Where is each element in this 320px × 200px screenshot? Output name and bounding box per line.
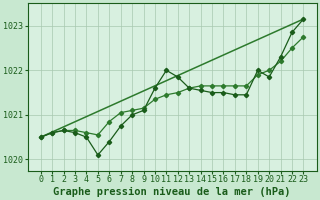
- X-axis label: Graphe pression niveau de la mer (hPa): Graphe pression niveau de la mer (hPa): [53, 186, 291, 197]
